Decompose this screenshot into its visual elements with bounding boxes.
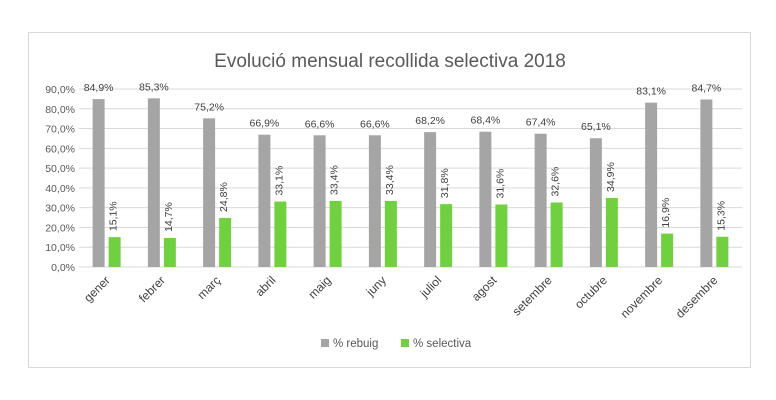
bar-selectiva bbox=[661, 233, 674, 267]
data-label: 85,3% bbox=[139, 81, 169, 93]
data-label: 66,9% bbox=[249, 118, 279, 130]
y-tick-label: 50,0% bbox=[45, 163, 75, 175]
gridlines bbox=[79, 88, 742, 268]
data-label: 14,7% bbox=[163, 202, 175, 232]
bar-selectiva bbox=[163, 237, 176, 267]
data-label: 67,4% bbox=[526, 117, 556, 129]
data-label: 84,9% bbox=[84, 82, 114, 94]
data-label: 31,6% bbox=[494, 169, 506, 199]
data-label: 33,1% bbox=[273, 166, 285, 196]
data-label: 83,1% bbox=[636, 86, 666, 98]
x-tick-label: març bbox=[194, 273, 223, 302]
legend-entry: % selectiva bbox=[413, 338, 472, 350]
x-tick-label: abril bbox=[253, 273, 279, 299]
bar-rebuig bbox=[589, 138, 602, 267]
bar-selectiva bbox=[274, 201, 287, 267]
bar-selectiva bbox=[716, 236, 729, 267]
data-label: 66,6% bbox=[360, 118, 390, 130]
data-label: 16,9% bbox=[660, 198, 672, 228]
x-tick-label: gener bbox=[81, 273, 113, 305]
x-tick-label: febrer bbox=[136, 273, 168, 305]
data-label: 32,6% bbox=[550, 167, 562, 197]
bar-rebuig bbox=[203, 118, 216, 267]
bar-selectiva bbox=[495, 204, 508, 267]
y-tick-label: 70,0% bbox=[45, 124, 75, 136]
data-label: 84,7% bbox=[691, 82, 721, 94]
x-tick-label: agost bbox=[469, 273, 500, 304]
bar-rebuig bbox=[147, 98, 160, 267]
bar-selectiva bbox=[440, 204, 453, 267]
y-tick-label: 60,0% bbox=[45, 143, 75, 155]
y-tick-label: 40,0% bbox=[45, 183, 75, 195]
x-tick-label: juliol bbox=[417, 273, 445, 301]
bar-selectiva bbox=[329, 200, 342, 267]
bar-selectiva bbox=[605, 197, 618, 267]
legend-swatch-selectiva bbox=[401, 339, 409, 347]
bar-selectiva bbox=[108, 237, 121, 267]
bar-rebuig bbox=[479, 131, 492, 267]
data-label: 68,4% bbox=[470, 115, 500, 127]
bar-selectiva bbox=[219, 217, 232, 267]
bar-rebuig bbox=[313, 135, 326, 267]
legend: % rebuig % selectiva bbox=[321, 338, 472, 350]
bars bbox=[92, 98, 729, 267]
data-label: 15,3% bbox=[715, 201, 727, 231]
y-tick-label: 80,0% bbox=[45, 104, 75, 116]
bar-selectiva bbox=[550, 202, 563, 267]
y-tick-label: 90,0% bbox=[45, 84, 75, 96]
y-tick-label: 20,0% bbox=[45, 222, 75, 234]
data-label: 34,9% bbox=[605, 162, 617, 192]
x-tick-label: novembre bbox=[618, 273, 666, 321]
data-label: 15,1% bbox=[108, 201, 120, 231]
data-label: 65,1% bbox=[581, 121, 611, 133]
y-axis: 0,0% 10,0% 20,0% 30,0% 40,0% 50,0% 60,0% 70,0% 8… bbox=[45, 84, 75, 274]
data-label: 66,6% bbox=[305, 118, 335, 130]
x-tick-label: juny bbox=[363, 273, 389, 299]
legend-swatch-rebuig bbox=[321, 339, 329, 347]
bar-rebuig bbox=[368, 135, 381, 267]
chart-title: Evolució mensual recollida selectiva 201… bbox=[214, 51, 566, 72]
data-label: 33,4% bbox=[329, 165, 341, 195]
y-tick-label: 0,0% bbox=[51, 262, 75, 274]
bar-rebuig bbox=[424, 132, 437, 267]
bar-chart: Evolució mensual recollida selectiva 201… bbox=[45, 51, 742, 350]
y-tick-label: 10,0% bbox=[45, 242, 75, 254]
legend-entry: % rebuig bbox=[333, 338, 378, 350]
bar-rebuig bbox=[258, 134, 271, 267]
data-labels: 84,9% 15,1% 85,3% 14,7% 75,2% 24,8% 66,9% 33,1%… bbox=[84, 81, 728, 232]
data-label: 75,2% bbox=[194, 101, 224, 113]
bar-rebuig bbox=[700, 99, 713, 267]
x-tick-label: maig bbox=[305, 273, 333, 301]
data-label: 68,2% bbox=[415, 115, 445, 127]
bar-rebuig bbox=[92, 99, 105, 267]
y-tick-label: 30,0% bbox=[45, 203, 75, 215]
bar-selectiva bbox=[384, 200, 397, 267]
data-label: 24,8% bbox=[218, 182, 230, 212]
x-tick-label: setembre bbox=[509, 273, 555, 319]
x-axis: gener febrer març abril maig juny juliol agost s… bbox=[81, 273, 721, 321]
chart-area: Evolució mensual recollida selectiva 201… bbox=[28, 32, 751, 368]
bar-rebuig bbox=[534, 133, 547, 267]
data-label: 31,8% bbox=[439, 168, 451, 198]
x-tick-label: desembre bbox=[673, 273, 721, 321]
bar-rebuig bbox=[645, 102, 658, 267]
x-tick-label: octubre bbox=[572, 273, 610, 311]
data-label: 33,4% bbox=[384, 165, 396, 195]
